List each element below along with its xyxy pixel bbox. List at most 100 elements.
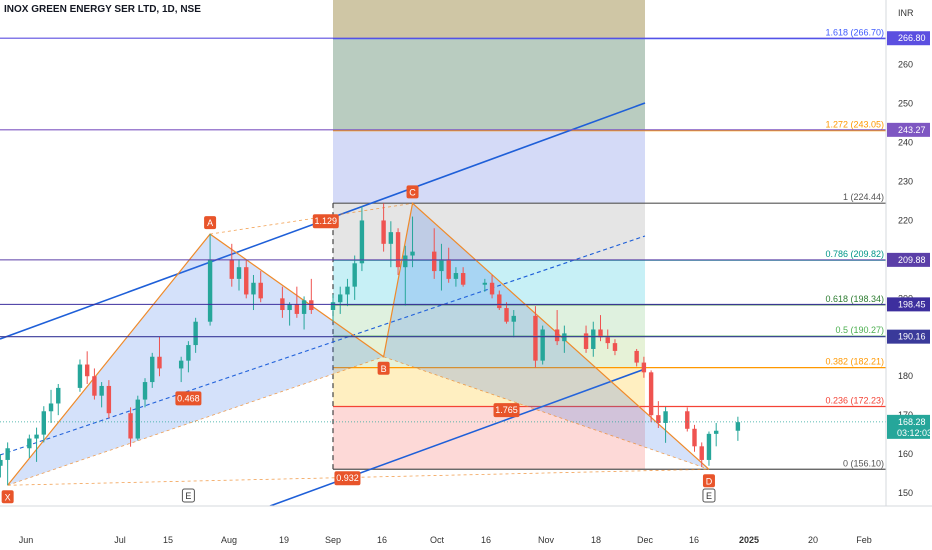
candle[interactable] xyxy=(634,348,639,367)
candle[interactable] xyxy=(258,271,263,303)
candle[interactable] xyxy=(410,216,415,268)
candle[interactable] xyxy=(583,325,589,353)
candle[interactable] xyxy=(352,255,357,300)
candle[interactable] xyxy=(612,339,618,356)
price-tick-label: 260 xyxy=(898,60,913,70)
candle[interactable] xyxy=(641,356,647,378)
level-price-badge xyxy=(887,329,930,344)
price-badges: 266.80 243.27 209.88 198.45 190.16 168.2803:1… xyxy=(887,31,932,439)
candle-body xyxy=(453,273,459,279)
candle[interactable] xyxy=(56,384,61,416)
candle[interactable] xyxy=(106,380,112,419)
candle[interactable] xyxy=(395,228,401,275)
price-tick-label: 250 xyxy=(898,99,913,109)
channel-mid-line[interactable] xyxy=(0,235,646,456)
candle[interactable] xyxy=(92,368,97,400)
candle-body xyxy=(432,251,437,272)
fibonacci-extension[interactable]: 1.618 (266.70) 1.272 (243.05) 1 (224.44) 0.… xyxy=(332,0,886,470)
candle[interactable] xyxy=(77,359,83,392)
candle[interactable] xyxy=(453,267,459,287)
fib-band xyxy=(333,260,645,305)
candle[interactable] xyxy=(663,406,668,443)
earnings-marker[interactable] xyxy=(702,488,716,503)
candle[interactable] xyxy=(439,243,444,291)
candle-body xyxy=(735,422,741,431)
time-tick-label: Dec xyxy=(637,535,654,545)
earnings-marker[interactable] xyxy=(181,488,195,503)
candle[interactable] xyxy=(591,321,596,357)
candle[interactable] xyxy=(713,422,719,447)
candle[interactable] xyxy=(692,424,697,452)
candle[interactable] xyxy=(497,290,502,311)
candle[interactable] xyxy=(207,234,213,326)
candle[interactable] xyxy=(48,389,54,423)
candle[interactable] xyxy=(735,416,741,441)
candle[interactable] xyxy=(562,325,567,353)
candle[interactable] xyxy=(287,302,292,326)
candle[interactable] xyxy=(178,356,184,383)
candle-body xyxy=(84,364,90,377)
candle[interactable] xyxy=(0,454,3,478)
fib-level-label: 0.236 (172.23) xyxy=(825,395,884,405)
candle[interactable] xyxy=(135,395,140,441)
candle[interactable] xyxy=(301,296,307,330)
candle[interactable] xyxy=(34,427,39,462)
candle-body xyxy=(301,300,307,314)
candle[interactable] xyxy=(150,352,155,388)
horizontal-lines[interactable] xyxy=(0,37,886,423)
candle-body xyxy=(244,267,249,295)
candle[interactable] xyxy=(229,243,234,287)
candle[interactable] xyxy=(345,278,350,307)
earnings-marker-label: E xyxy=(706,491,712,501)
time-axis[interactable]: Jun Jul 15 Aug 19 Sep 16 Oct 16 Nov 18 Dec 16 2025 20 F… xyxy=(19,535,872,545)
candle[interactable] xyxy=(504,302,509,324)
candle[interactable] xyxy=(460,267,466,287)
fib-level-label: 0.5 (190.27) xyxy=(835,325,884,335)
candle[interactable] xyxy=(656,401,661,429)
candle[interactable] xyxy=(403,245,408,306)
candle[interactable] xyxy=(128,407,133,447)
candle-body xyxy=(648,372,654,416)
candle[interactable] xyxy=(236,259,242,291)
candle[interactable] xyxy=(605,329,610,349)
candle-body xyxy=(410,251,415,256)
pattern-point-tag xyxy=(406,185,419,199)
candle[interactable] xyxy=(648,370,654,423)
candle[interactable] xyxy=(157,336,162,377)
candle[interactable] xyxy=(699,442,704,467)
candle[interactable] xyxy=(432,228,437,279)
candle-body xyxy=(489,282,495,295)
candle[interactable] xyxy=(244,259,249,299)
title-background xyxy=(0,0,330,16)
price-tick-label: 220 xyxy=(898,215,913,225)
channel-lower-line[interactable] xyxy=(269,368,646,506)
candle[interactable] xyxy=(27,434,32,458)
candle-body xyxy=(460,273,466,285)
candle[interactable] xyxy=(482,278,488,292)
candle-body xyxy=(0,459,3,466)
time-tick-label: Feb xyxy=(856,535,872,545)
candle[interactable] xyxy=(446,247,451,283)
candle[interactable] xyxy=(294,286,300,318)
candle[interactable] xyxy=(381,203,386,252)
candle[interactable] xyxy=(330,294,336,322)
candle[interactable] xyxy=(99,382,104,408)
candle[interactable] xyxy=(84,351,90,385)
plot-area[interactable]: 1.618 (266.70) 1.272 (243.05) 1 (224.44) 0.… xyxy=(0,0,886,516)
candle[interactable] xyxy=(706,431,712,466)
candle[interactable] xyxy=(554,310,560,346)
candle[interactable] xyxy=(309,278,314,314)
candle[interactable] xyxy=(142,378,148,408)
candle-body xyxy=(692,428,697,447)
candle-body xyxy=(229,259,234,279)
candle[interactable] xyxy=(186,341,191,373)
candle[interactable] xyxy=(489,274,495,299)
candle[interactable] xyxy=(540,325,545,365)
candle[interactable] xyxy=(338,286,343,314)
candle[interactable] xyxy=(193,317,198,353)
candle[interactable] xyxy=(685,407,690,432)
candle[interactable] xyxy=(5,442,10,486)
candle[interactable] xyxy=(511,310,516,338)
candle[interactable] xyxy=(41,406,46,443)
